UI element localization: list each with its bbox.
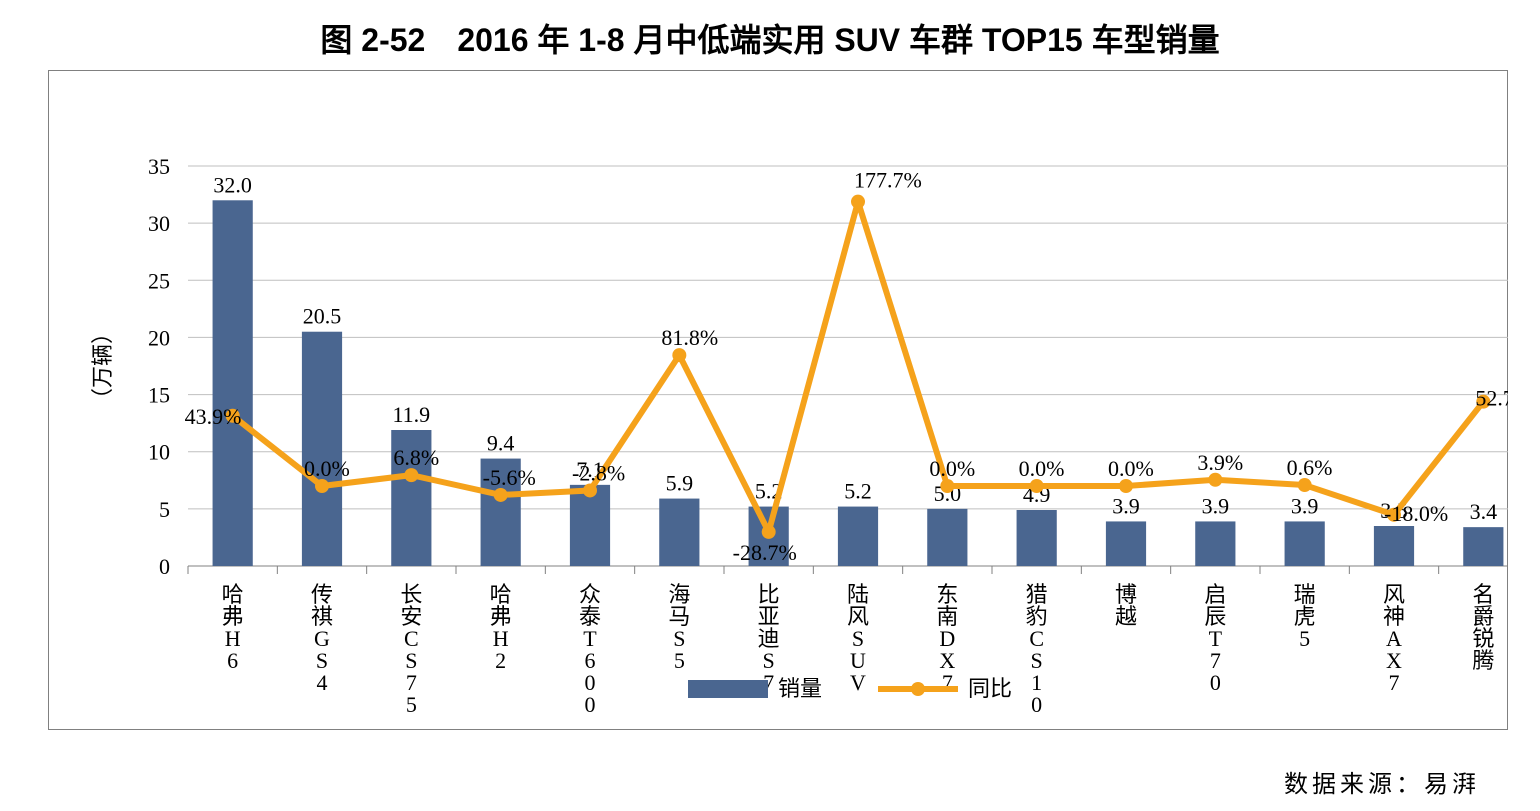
svg-text:6.8%: 6.8% xyxy=(393,445,439,470)
combo-chart: 05101520253035-50%0%50%100%150%200%（万辆）3… xyxy=(48,70,1508,730)
figure-title: 图 2-52 2016 年 1-8 月中低端实用 SUV 车群 TOP15 车型… xyxy=(0,15,1540,61)
bar xyxy=(1463,527,1503,566)
category-label: 瑞虎5 xyxy=(1294,582,1316,651)
svg-text:5.9: 5.9 xyxy=(666,471,694,496)
category-label: 博越 xyxy=(1115,582,1137,629)
legend-swatch-bar xyxy=(688,680,768,698)
bar xyxy=(927,509,967,566)
bar xyxy=(302,332,342,566)
svg-text:-28.7%: -28.7% xyxy=(733,540,797,565)
category-label: 哈弗H6 xyxy=(222,582,244,673)
svg-text:35: 35 xyxy=(148,154,170,179)
bar xyxy=(838,507,878,566)
svg-text:同比: 同比 xyxy=(968,676,1012,701)
chart-figure: 图 2-52 2016 年 1-8 月中低端实用 SUV 车群 TOP15 车型… xyxy=(0,0,1540,811)
svg-text:0.0%: 0.0% xyxy=(1108,456,1154,481)
svg-text:30: 30 xyxy=(148,211,170,236)
bar xyxy=(1285,521,1325,566)
svg-text:9.4: 9.4 xyxy=(487,431,514,456)
svg-text:5.2: 5.2 xyxy=(844,479,872,504)
y-axis-title: （万辆） xyxy=(90,322,115,410)
bar xyxy=(213,200,253,566)
svg-text:-5.6%: -5.6% xyxy=(483,465,536,490)
svg-text:32.0: 32.0 xyxy=(213,172,252,197)
svg-text:10: 10 xyxy=(148,440,170,465)
svg-text:0.6%: 0.6% xyxy=(1287,455,1333,480)
svg-text:0.0%: 0.0% xyxy=(1019,456,1065,481)
bar xyxy=(1374,526,1414,566)
category-label: 长安CS75 xyxy=(400,582,422,717)
svg-text:3.9%: 3.9% xyxy=(1197,450,1243,475)
svg-text:20: 20 xyxy=(148,325,170,350)
category-label: 海马S5 xyxy=(668,582,690,673)
category-label: 众泰T600 xyxy=(579,582,601,717)
svg-text:3.4: 3.4 xyxy=(1470,499,1498,524)
category-label: 名爵锐腾 xyxy=(1472,582,1494,673)
svg-text:15: 15 xyxy=(148,383,170,408)
svg-text:25: 25 xyxy=(148,268,170,293)
category-label: 风神AX7 xyxy=(1383,582,1405,695)
category-label: 传祺GS4 xyxy=(311,582,333,695)
svg-text:20.5: 20.5 xyxy=(303,304,342,329)
svg-text:11.9: 11.9 xyxy=(392,402,430,427)
bar xyxy=(1195,521,1235,566)
svg-text:5: 5 xyxy=(159,497,170,522)
category-label: 启辰T70 xyxy=(1204,582,1226,695)
category-label: 猎豹CS10 xyxy=(1026,582,1048,717)
svg-text:3.9: 3.9 xyxy=(1112,493,1140,518)
category-label: 陆风SUV xyxy=(847,582,869,695)
bar xyxy=(1106,521,1146,566)
svg-text:3.9: 3.9 xyxy=(1202,493,1230,518)
svg-text:-18.0%: -18.0% xyxy=(1384,501,1448,526)
category-label: 东南DX7 xyxy=(936,582,958,695)
svg-text:销量: 销量 xyxy=(778,676,822,701)
bar xyxy=(1017,510,1057,566)
svg-text:-2.8%: -2.8% xyxy=(572,460,625,485)
source-caption: 数据来源：易湃 xyxy=(1284,764,1480,799)
svg-text:43.9%: 43.9% xyxy=(185,404,242,429)
svg-text:0.0%: 0.0% xyxy=(304,456,350,481)
svg-text:177.7%: 177.7% xyxy=(854,168,922,193)
svg-text:0.0%: 0.0% xyxy=(929,456,975,481)
svg-text:3.9: 3.9 xyxy=(1291,493,1319,518)
svg-text:52.7%: 52.7% xyxy=(1475,386,1508,411)
svg-text:0: 0 xyxy=(159,554,170,579)
category-label: 哈弗H2 xyxy=(490,582,512,673)
svg-text:81.8%: 81.8% xyxy=(661,325,718,350)
category-label: 比亚迪S7 xyxy=(758,582,780,695)
bar xyxy=(659,499,699,566)
